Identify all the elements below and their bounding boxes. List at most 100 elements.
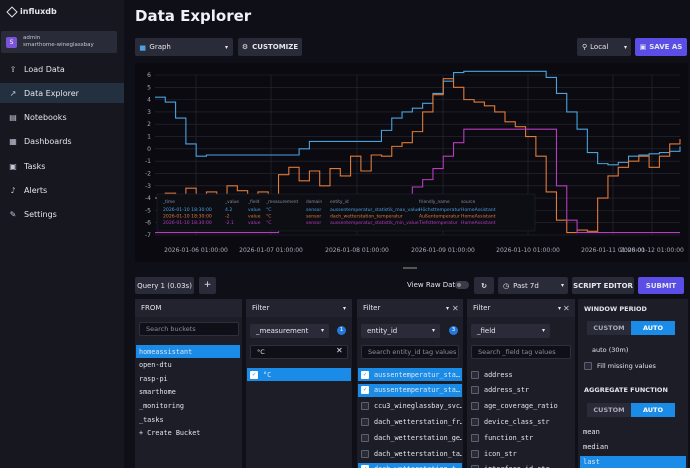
raw-data-toggle[interactable] <box>455 281 469 289</box>
aggregate-function-title: AGGREGATE FUNCTION <box>584 386 668 394</box>
bucket-item[interactable]: open-dtu <box>139 361 172 370</box>
chevron-down-icon: ▾ <box>557 304 561 312</box>
checkbox-icon <box>361 417 369 426</box>
tooltip-cell: 2026-01-10 18:30:00 <box>163 214 212 220</box>
org-switcher[interactable]: S admin smarthome-wineglassbay <box>1 31 117 53</box>
entity-search-input[interactable]: Search entity_id tag values <box>361 345 459 359</box>
close-filter-icon[interactable]: ✕ <box>452 304 459 313</box>
bucket-search-input[interactable]: Search buckets <box>139 322 239 336</box>
tooltip-cell: HomeAssistant <box>461 207 496 213</box>
submit-button[interactable]: SUBMIT <box>638 277 684 294</box>
x-tick-label: 2026-01-08 01:00:00 <box>325 247 389 254</box>
window-period-toggle[interactable]: CUSTOM AUTO <box>587 321 675 335</box>
calendar-icon: ▣ <box>9 161 17 171</box>
entity-value-row[interactable]: dach_wetterstation_ge… <box>358 431 462 444</box>
resize-handle[interactable] <box>403 267 417 269</box>
create-bucket-button[interactable]: + Create Bucket <box>139 429 201 438</box>
entity-value-row[interactable]: ✓ aussentemperatur_sta… <box>358 368 462 381</box>
bucket-item[interactable]: _monitoring <box>139 401 185 410</box>
field-value-row[interactable]: icon_str <box>468 447 574 460</box>
field-value-row[interactable]: address <box>468 368 574 381</box>
view-raw-data-label: View Raw Data <box>407 281 460 289</box>
pin-icon: ⚲ <box>582 43 588 51</box>
entity-value-row[interactable]: dach_wetterstation_ta… <box>358 447 462 460</box>
field-value-row[interactable]: age_coverage_ratio <box>468 400 574 413</box>
line-chart[interactable]: 6 5 4 3 2 1 0 -1 -2 -3 -4 -5 -6 -7 2026-01-06 01:00:00… <box>135 63 688 262</box>
nav-settings[interactable]: ✎ Settings <box>9 209 57 219</box>
refresh-button[interactable]: ↻ <box>474 277 494 294</box>
measurement-key-select[interactable]: _measurement ▾ <box>250 324 329 338</box>
tooltip-cell: dach_wetterstation_temperatur <box>330 214 403 220</box>
hover-tooltip <box>156 193 536 232</box>
nav-alerts[interactable]: ♪ Alerts <box>0 180 124 200</box>
fill-missing-checkbox[interactable]: Fill missing values <box>584 362 656 370</box>
series-line[interactable] <box>155 70 681 166</box>
close-filter-icon[interactable]: ✕ <box>563 304 570 313</box>
timezone-dropdown[interactable]: ⚲ Local ▾ <box>577 38 631 56</box>
customize-button[interactable]: ⚙ CUSTOMIZE <box>238 38 302 56</box>
field-value-row[interactable]: function_str <box>468 431 574 444</box>
window-period-value: auto (30m) <box>592 346 629 354</box>
aggregate-auto-button[interactable]: AUTO <box>631 403 675 417</box>
field-value-row[interactable]: interface_id_str <box>468 463 574 468</box>
chevron-down-icon: ▾ <box>560 282 564 289</box>
tooltip-cell: Außentemperatur <box>419 214 460 220</box>
nav-dashboards[interactable]: ▦ Dashboards <box>9 136 72 146</box>
window-auto-button[interactable]: AUTO <box>631 321 675 335</box>
aggregate-toggle[interactable]: CUSTOM AUTO <box>587 403 675 417</box>
influxdb-logo[interactable]: influxdb <box>6 5 57 18</box>
filter-label: Filter <box>473 304 491 312</box>
from-header: FROM <box>135 299 242 317</box>
tooltip-cell: HomeAssistant <box>461 220 496 226</box>
filter-label: Filter <box>252 304 270 312</box>
upload-icon: ⇪ <box>9 64 17 74</box>
graph-type-dropdown[interactable]: ▅ Graph ▾ <box>135 38 233 56</box>
time-range-dropdown[interactable]: ◷ Past 7d ▾ <box>498 277 568 294</box>
graph-icon: ▅ <box>140 43 146 51</box>
aggregate-function-item[interactable]: median <box>583 443 609 451</box>
save-as-button[interactable]: ▣ SAVE AS <box>635 38 687 56</box>
y-tick-label: -7 <box>145 232 151 239</box>
nav-tasks[interactable]: ▣ Tasks <box>9 161 46 171</box>
tooltip-cell: HomeAssistant <box>461 214 496 220</box>
entity-key-select[interactable]: entity_id ▾ <box>361 324 440 338</box>
y-tick-label: -5 <box>145 207 151 214</box>
chevron-down-icon: ▾ <box>431 327 435 334</box>
gear-icon: ⚙ <box>241 43 249 51</box>
tooltip-cell: 2026-01-10 18:30:00 <box>163 220 212 226</box>
bucket-item[interactable]: rasp-pi <box>139 374 168 383</box>
measurement-value-row[interactable]: ✓ °C <box>247 368 351 381</box>
measurement-search-input[interactable]: °C <box>250 345 348 359</box>
clear-icon[interactable]: ✕ <box>336 346 343 355</box>
bucket-item[interactable]: smarthome <box>139 388 176 397</box>
query-tab[interactable]: Query 1 (0.03s) <box>135 277 194 294</box>
aggregate-function-item[interactable]: mean <box>583 428 600 436</box>
field-value-row[interactable]: device_class_str <box>468 415 574 428</box>
entity-value-row[interactable]: ✓dach_wetterstation_t… <box>358 462 462 468</box>
nav-data-explorer[interactable]: ↗ Data Explorer <box>0 83 124 103</box>
field-value-row[interactable]: address_str <box>468 384 574 397</box>
add-query-button[interactable]: + <box>199 277 216 294</box>
series-line[interactable] <box>155 78 681 234</box>
nav-load-data[interactable]: ⇪ Load Data <box>9 64 65 74</box>
tooltip-cell: °C <box>266 207 272 213</box>
window-custom-button[interactable]: CUSTOM <box>587 321 631 335</box>
entity-value-row[interactable]: ccu3_wineglassbay_svc… <box>358 400 462 413</box>
entity-value-row[interactable]: ✓ aussentemperatur_sta… <box>358 383 462 397</box>
field-key-select[interactable]: _field ▾ <box>471 324 550 338</box>
cube-logo-icon <box>6 5 18 18</box>
graph-icon: ↗ <box>9 88 17 98</box>
graph-panel[interactable]: 6 5 4 3 2 1 0 -1 -2 -3 -4 -5 -6 -7 2026-01-06 01:00:00… <box>135 63 688 262</box>
aggregate-custom-button[interactable]: CUSTOM <box>587 403 631 417</box>
script-editor-button[interactable]: SCRIPT EDITOR <box>572 277 634 294</box>
series-line[interactable] <box>155 128 680 234</box>
field-search-input[interactable]: Search _field tag values <box>471 345 571 359</box>
bucket-item[interactable]: homeassistant <box>136 345 240 358</box>
save-icon: ▣ <box>639 43 647 51</box>
entity-value-row[interactable]: dach_wetterstation_fr… <box>358 415 462 428</box>
checkbox-icon <box>471 449 479 458</box>
bucket-item[interactable]: _tasks <box>139 415 164 424</box>
nav-notebooks[interactable]: ▤ Notebooks <box>9 112 67 122</box>
aggregate-function-item[interactable]: last <box>580 456 686 468</box>
checkbox-icon <box>361 433 369 442</box>
